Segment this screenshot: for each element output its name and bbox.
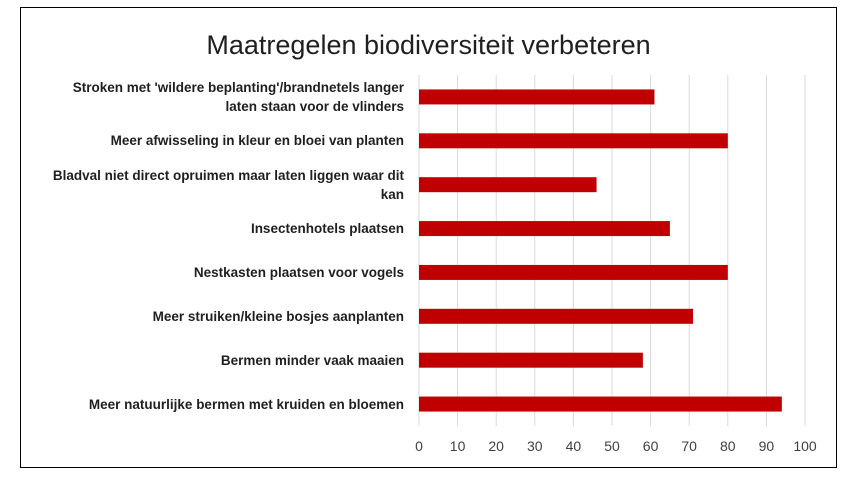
category-label: Insectenhotels plaatsen xyxy=(44,219,404,238)
category-label: Nestkasten plaatsen voor vogels xyxy=(44,263,404,282)
x-tick-label: 50 xyxy=(604,438,620,454)
bar-5 xyxy=(419,264,728,280)
category-label-line: Meer natuurlijke bermen met kruiden en b… xyxy=(88,396,404,412)
category-label: Meer natuurlijke bermen met kruiden en b… xyxy=(44,395,404,414)
bar-2 xyxy=(419,133,728,149)
x-tick-label: 60 xyxy=(642,438,659,454)
category-label-line: Bladval niet direct opruimen maar laten … xyxy=(52,167,404,183)
category-label: Bermen minder vaak maaien xyxy=(44,351,404,370)
bar-4 xyxy=(419,221,670,237)
category-label: Stroken met 'wildere beplanting'/brandne… xyxy=(44,78,404,116)
category-label-line: Meer afwisseling in kleur en bloei van p… xyxy=(110,133,404,149)
bar-8 xyxy=(419,396,782,412)
category-label-line: Bermen minder vaak maaien xyxy=(220,352,404,368)
category-label: Meer struiken/kleine bosjes aanplanten xyxy=(44,307,404,326)
category-label-line: kan xyxy=(380,186,404,202)
category-label-line: Insectenhotels plaatsen xyxy=(250,221,404,237)
category-label: Bladval niet direct opruimen maar laten … xyxy=(44,166,404,204)
bar-3 xyxy=(419,177,597,193)
category-label-line: Meer struiken/kleine bosjes aanplanten xyxy=(152,308,404,324)
x-tick-label: 20 xyxy=(488,438,504,454)
x-tick-label: 90 xyxy=(758,438,775,454)
x-tick-label: 70 xyxy=(681,438,697,454)
bar-1 xyxy=(419,89,655,105)
category-label: Meer afwisseling in kleur en bloei van p… xyxy=(44,131,404,150)
x-tick-label: 0 xyxy=(415,438,423,454)
bar-6 xyxy=(419,308,694,324)
bar-7 xyxy=(419,352,643,368)
chart-title: Maatregelen biodiversiteit verbeteren xyxy=(206,30,651,60)
category-label-line: Nestkasten plaatsen voor vogels xyxy=(193,264,404,280)
x-tick-label: 10 xyxy=(449,438,466,454)
chart-frame: Maatregelen biodiversiteit verbeteren xyxy=(20,7,837,468)
x-tick-label: 80 xyxy=(720,438,736,454)
x-tick-label: 40 xyxy=(565,438,582,454)
x-tick-label: 100 xyxy=(793,438,817,454)
x-tick-label: 30 xyxy=(527,438,543,454)
category-label-line: laten staan voor de vlinders xyxy=(225,98,404,114)
category-label-line: Stroken met 'wildere beplanting'/brandne… xyxy=(72,79,404,95)
